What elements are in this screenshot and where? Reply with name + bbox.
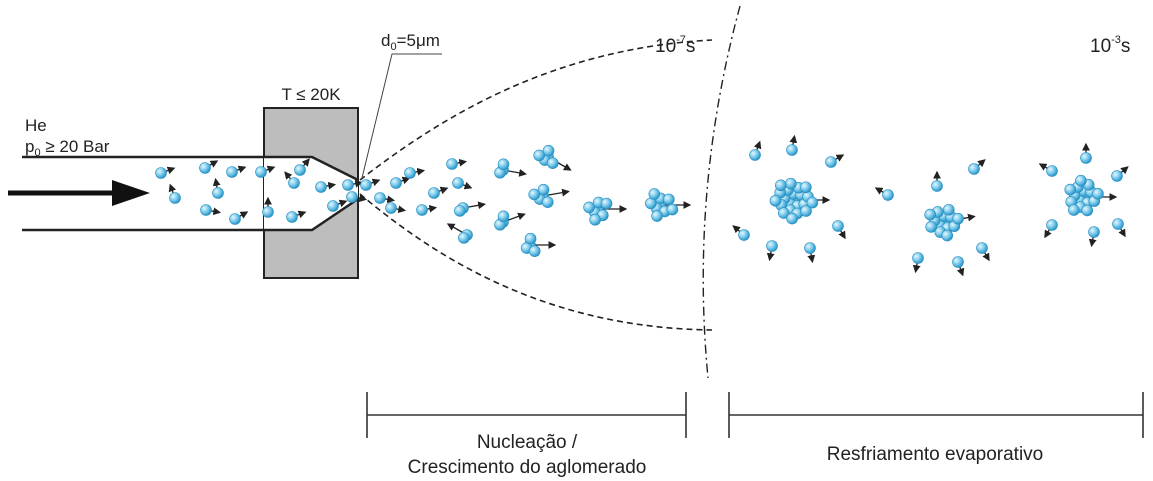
atom [541, 196, 554, 208]
stage-1-label: Nucleação / [477, 432, 578, 453]
atom [666, 203, 679, 216]
atom [542, 144, 555, 157]
atom [155, 167, 167, 179]
atom [769, 194, 782, 207]
atom [600, 197, 613, 210]
atom [497, 210, 510, 223]
atom [528, 188, 540, 201]
atom [533, 149, 545, 162]
atom [200, 204, 212, 216]
atom [738, 229, 750, 241]
atom [786, 212, 798, 225]
atom [1111, 170, 1123, 182]
atom [589, 213, 601, 226]
atom [1080, 152, 1092, 164]
atom [390, 177, 402, 189]
stage-brackets [366, 392, 1144, 438]
atom [524, 232, 537, 245]
pressure-label: p0 ≥ 20 Bar [25, 137, 110, 159]
atom [404, 167, 416, 179]
atom [497, 158, 510, 171]
atom [416, 204, 428, 216]
atom [583, 201, 595, 214]
atom [315, 181, 327, 193]
stage-1-label: Crescimento do aglomerado [408, 457, 647, 478]
atom [1088, 226, 1100, 238]
atom [825, 156, 837, 168]
atom [785, 177, 797, 190]
atom [806, 196, 819, 209]
atom [454, 205, 466, 217]
flow-arrowhead [112, 180, 150, 206]
atom [546, 157, 559, 169]
atom [1081, 204, 1094, 217]
atom [229, 213, 241, 225]
atom [288, 177, 300, 189]
diameter-leader [361, 53, 442, 179]
atom [952, 212, 964, 225]
atom [262, 206, 274, 218]
atom [226, 166, 238, 178]
atom [931, 180, 943, 192]
atom [800, 181, 812, 194]
particles [155, 134, 1129, 277]
atom [968, 163, 980, 175]
atom [212, 187, 224, 199]
diameter-label: d0=5μm [381, 31, 440, 53]
atom [1112, 218, 1124, 230]
gas-label: He [25, 116, 47, 135]
channel-wall-top [22, 155, 359, 182]
atom [651, 210, 663, 222]
atom [374, 192, 386, 204]
atom [1068, 204, 1080, 216]
channel-wall-bottom [22, 197, 359, 232]
atom [294, 164, 306, 176]
atom [952, 256, 964, 268]
time-nucleation: 10-7s [655, 34, 695, 57]
atom [912, 252, 924, 264]
atom [1046, 219, 1058, 231]
atom [749, 149, 761, 161]
atom [1064, 183, 1077, 196]
atom [528, 245, 541, 257]
atom [385, 202, 397, 214]
atom [942, 203, 955, 216]
atom [786, 144, 798, 156]
atom [832, 220, 844, 232]
atom [360, 179, 372, 191]
atom [925, 221, 937, 233]
time-divider [702, 5, 741, 379]
atom [458, 232, 470, 244]
temperature-label: T ≤ 20K [281, 85, 341, 104]
atom [800, 205, 812, 217]
atom [342, 179, 354, 191]
time-evaporation: 10-3s [1090, 34, 1130, 57]
stage-2-label: Resfriamento evaporativo [827, 444, 1044, 465]
atom [199, 162, 211, 174]
atom [255, 166, 267, 178]
atom [648, 188, 661, 200]
atom [286, 211, 298, 223]
atom [941, 229, 954, 242]
atom [924, 208, 936, 221]
atom [428, 187, 440, 199]
atom [346, 191, 358, 203]
atom [766, 240, 778, 252]
atom [446, 158, 458, 170]
atom [778, 207, 790, 219]
atom [1046, 165, 1058, 177]
atom [1075, 174, 1087, 187]
atom [882, 189, 894, 201]
atom [169, 192, 181, 204]
atom [537, 183, 550, 196]
jet-boundary-bottom [359, 193, 713, 331]
atom [976, 242, 988, 254]
atom [1092, 187, 1104, 200]
atom [327, 200, 339, 212]
atom [804, 242, 816, 254]
atom [452, 177, 464, 189]
atom [663, 193, 675, 206]
atom [774, 179, 787, 192]
